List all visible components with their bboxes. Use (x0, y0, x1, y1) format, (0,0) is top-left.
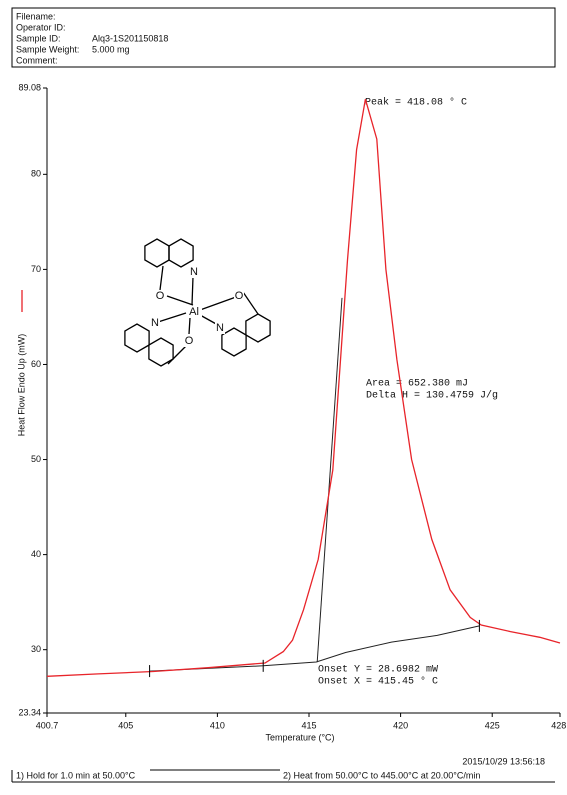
atom-label: O (185, 335, 194, 347)
ring (221, 327, 247, 357)
bond (167, 345, 187, 365)
sample-id-label: Sample ID: (16, 33, 61, 43)
atom-label: Al (189, 306, 199, 318)
sample-weight-label: Sample Weight: (16, 44, 79, 54)
label-bg (215, 322, 225, 334)
bond (157, 312, 187, 323)
ring (168, 238, 194, 268)
header-box (11, 7, 556, 68)
bond (159, 265, 164, 291)
delta-h-annotation: Delta H = 130.4759 J/g (366, 390, 498, 402)
ring (148, 337, 174, 367)
dsc-curve (46, 99, 561, 677)
y-tick-label: 89.08 (18, 82, 41, 92)
y-tick-label: 30 (31, 644, 41, 654)
peak-annotation: Peak = 418.08 ° C (365, 97, 467, 109)
y-tick-label: 40 (31, 549, 41, 559)
label-bg (150, 317, 160, 329)
atom-label: N (190, 266, 198, 278)
x-tick-label: 425 (485, 720, 500, 730)
y-tick-label: 50 (31, 454, 41, 464)
label-bg (234, 290, 244, 302)
x-tick-label: 410 (210, 720, 225, 730)
bond (242, 291, 259, 315)
x-tick-label: 428. (551, 720, 567, 730)
y-tick-label: 80 (31, 169, 41, 179)
filename-label: Filename: (16, 11, 56, 21)
atom-label: N (151, 317, 159, 329)
ring (144, 238, 170, 268)
molecule: N O Al O N N O (124, 238, 271, 367)
x-tick-label: 420 (393, 720, 408, 730)
sample-id: Alq3-1S201150818 (92, 33, 168, 43)
y-tick-label: 23.34 (18, 707, 41, 717)
sample-weight: 5.000 mg (92, 44, 130, 54)
operator-label: Operator ID: (16, 22, 66, 32)
bond (166, 295, 194, 306)
x-tick-label: 415 (301, 720, 316, 730)
y-axis-label: Heat Flow Endo Up (mW) (16, 334, 26, 437)
bond (188, 317, 191, 335)
timestamp: 2015/10/29 13:56:18 (462, 756, 545, 766)
bond (199, 296, 237, 311)
atom-label: O (156, 290, 165, 302)
area-annotation: Area = 652.380 mJ (366, 379, 468, 390)
tangent-line (316, 297, 343, 663)
x-tick-label: 400.7 (36, 720, 59, 730)
label-bg (155, 290, 165, 302)
bond (191, 276, 194, 306)
label-bg (189, 266, 199, 278)
label-bg (184, 335, 194, 347)
footer-step: 2) Heat from 50.00°C to 445.00°C at 20.0… (283, 770, 480, 780)
ring (124, 323, 150, 353)
y-tick-label: 60 (31, 359, 41, 369)
atom-label: N (216, 322, 224, 334)
atom-label: O (235, 290, 244, 302)
comment-label: Comment: (16, 55, 58, 65)
x-tick-label: 405 (118, 720, 133, 730)
ring (245, 313, 271, 343)
onset-y-annotation: Onset Y = 28.6982 mW (318, 665, 438, 676)
y-tick-label: 70 (31, 264, 41, 274)
onset-x-annotation: Onset X = 415.45 ° C (318, 676, 438, 688)
label-bg (189, 306, 202, 318)
x-axis-label: Temperature (°C) (265, 732, 334, 742)
footer-step: 1) Hold for 1.0 min at 50.00°C (16, 770, 136, 780)
